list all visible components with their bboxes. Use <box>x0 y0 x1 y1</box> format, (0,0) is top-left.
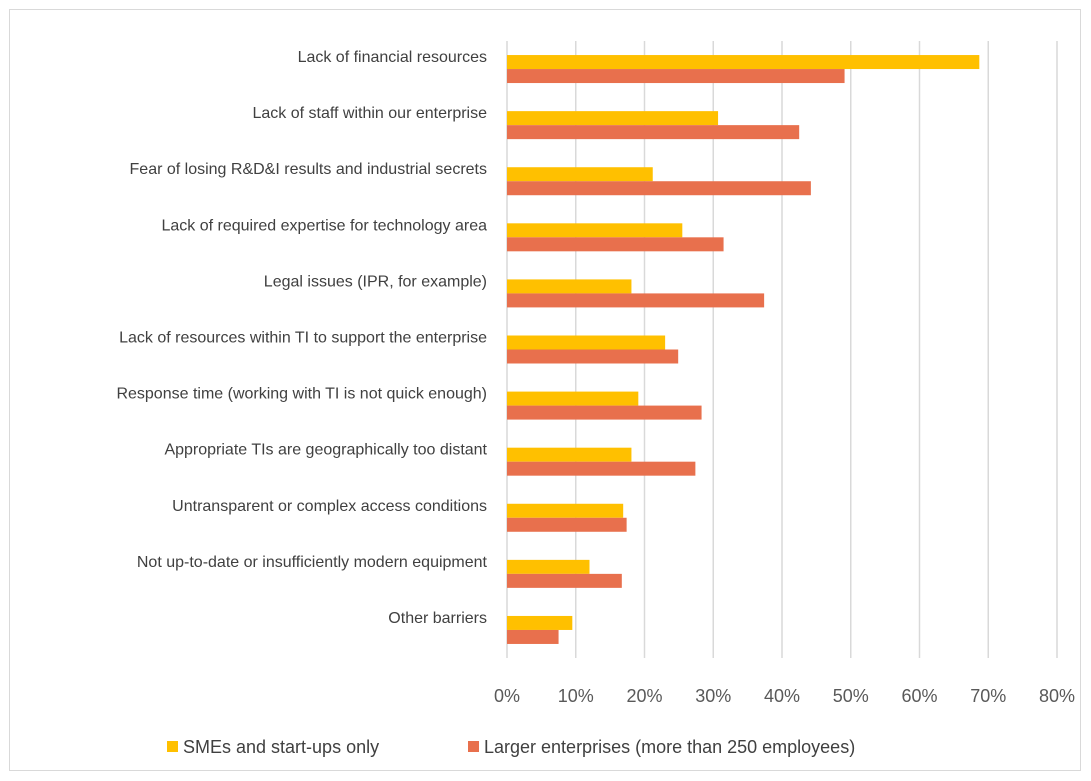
bar-larger-enterprises <box>507 293 765 308</box>
category-label: Lack of staff within our enterprise <box>253 105 488 122</box>
x-tick-label: 0% <box>494 686 520 706</box>
bar-smes <box>507 391 639 406</box>
bar-smes <box>507 559 590 574</box>
bar-smes <box>507 223 683 238</box>
category-label: Fear of losing R&D&I results and industr… <box>130 161 487 178</box>
category-label: Other barriers <box>388 610 487 627</box>
bar-larger-enterprises <box>507 405 702 420</box>
chart-frame: Lack of financial resources Lack of staff… <box>9 9 1081 771</box>
bar-larger-enterprises <box>507 461 696 476</box>
x-tick-labels: 0% 10% 20% 30% 40% 50% 60% 70% 80% <box>494 686 1075 706</box>
category-label: Response time (working with TI is not qu… <box>116 386 487 403</box>
legend-label: Larger enterprises (more than 250 employ… <box>484 737 855 757</box>
bar-smes <box>507 279 632 294</box>
category-label: Lack of required expertise for technolog… <box>161 217 487 234</box>
gridlines <box>506 41 1058 658</box>
category-label: Untransparent or complex access conditio… <box>172 498 487 515</box>
bar-larger-enterprises <box>507 69 845 84</box>
category-label: Legal issues (IPR, for example) <box>264 273 487 290</box>
bar-smes <box>507 167 653 182</box>
x-tick-label: 60% <box>901 686 937 706</box>
bar-larger-enterprises <box>507 125 800 140</box>
x-tick-label: 40% <box>764 686 800 706</box>
category-label: Lack of financial resources <box>298 49 487 66</box>
legend-label: SMEs and start-ups only <box>183 737 379 757</box>
bar-larger-enterprises <box>507 181 811 196</box>
bar-larger-enterprises <box>507 629 559 644</box>
legend: SMEs and start-ups only Larger enterprise… <box>167 737 855 757</box>
bar-smes <box>507 503 624 518</box>
category-label: Lack of resources within TI to support t… <box>119 330 487 347</box>
category-label: Not up-to-date or insufficiently modern … <box>137 554 488 571</box>
bar-chart: Lack of financial resources Lack of staff… <box>116 41 1075 757</box>
bar-larger-enterprises <box>507 349 679 364</box>
bar-smes <box>507 55 980 70</box>
bar-larger-enterprises <box>507 573 622 588</box>
category-label: Appropriate TIs are geographically too d… <box>164 442 487 459</box>
bars <box>507 55 980 644</box>
x-tick-label: 80% <box>1039 686 1075 706</box>
legend-swatch <box>468 741 479 752</box>
bar-smes <box>507 111 719 126</box>
legend-swatch <box>167 741 178 752</box>
bar-smes <box>507 335 666 350</box>
bar-smes <box>507 447 632 462</box>
x-tick-label: 20% <box>626 686 662 706</box>
x-tick-label: 70% <box>970 686 1006 706</box>
x-tick-label: 30% <box>695 686 731 706</box>
bar-larger-enterprises <box>507 517 627 532</box>
bar-larger-enterprises <box>507 237 724 252</box>
x-tick-label: 50% <box>833 686 869 706</box>
category-labels: Lack of financial resources Lack of staff… <box>116 49 487 627</box>
bar-smes <box>507 615 573 630</box>
x-tick-label: 10% <box>558 686 594 706</box>
